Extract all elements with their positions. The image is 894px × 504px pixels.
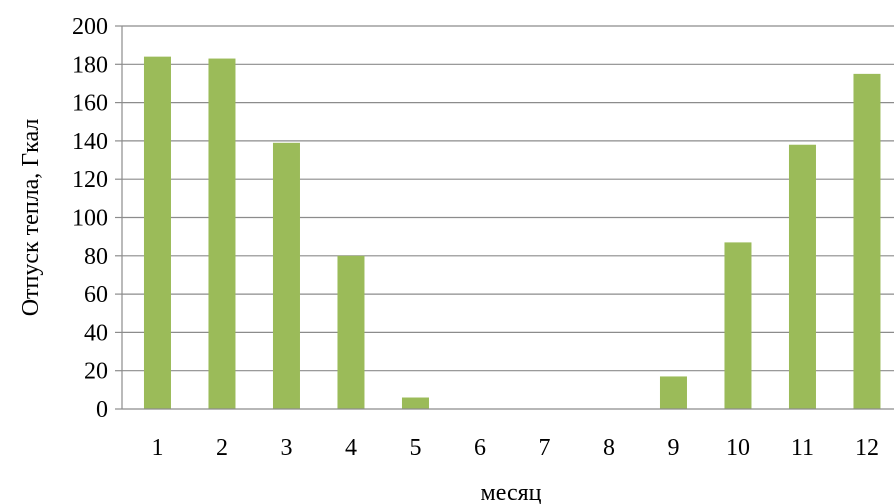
- x-tick-label: 1: [151, 435, 163, 461]
- bar-month-5: [401, 397, 429, 409]
- y-tick-label: 40: [84, 320, 108, 346]
- x-tick-label: 5: [409, 435, 421, 461]
- y-tick-label: 120: [72, 167, 108, 193]
- y-tick-label: 20: [84, 359, 108, 385]
- y-tick-label: 160: [72, 91, 108, 117]
- x-tick-label: 3: [280, 435, 292, 461]
- y-tick-label: 80: [84, 244, 108, 270]
- y-tick-label: 180: [72, 52, 108, 78]
- bar-month-11: [788, 144, 816, 410]
- bar-month-9: [659, 376, 687, 409]
- y-tick-label: 100: [72, 206, 108, 232]
- bars: [143, 56, 881, 410]
- x-tick-label: 12: [855, 435, 879, 461]
- y-tick-label: 0: [96, 397, 108, 423]
- x-tick-label: 2: [216, 435, 228, 461]
- gridlines: [122, 25, 894, 372]
- bar-month-12: [853, 73, 881, 409]
- bar-month-4: [337, 255, 365, 409]
- x-tick-label: 6: [474, 435, 486, 461]
- x-tick-label: 8: [603, 435, 615, 461]
- y-tick-label: 60: [84, 282, 108, 308]
- y-tick-label: 140: [72, 129, 108, 155]
- x-tick-label: 7: [538, 435, 550, 461]
- x-tick-label: 9: [667, 435, 679, 461]
- x-tick-label: 4: [345, 435, 357, 461]
- bar-month-2: [208, 58, 236, 410]
- bar-month-10: [724, 242, 752, 409]
- bar-month-3: [272, 142, 300, 409]
- x-tick-labels: 1 2 3 4 5 6 7 8 9 10 11 12: [151, 435, 879, 461]
- y-tick-labels: 0 20 40 60 80 100 120 140 160 180 200: [72, 14, 108, 423]
- bar-month-1: [143, 56, 171, 409]
- y-axis-title: Отпуск тепла, Гкал: [18, 119, 44, 317]
- x-tick-label: 10: [726, 435, 750, 461]
- y-tick-label: 200: [72, 14, 108, 40]
- axes: [115, 25, 894, 410]
- x-axis-title: месяц: [481, 480, 542, 504]
- x-tick-label: 11: [791, 435, 814, 461]
